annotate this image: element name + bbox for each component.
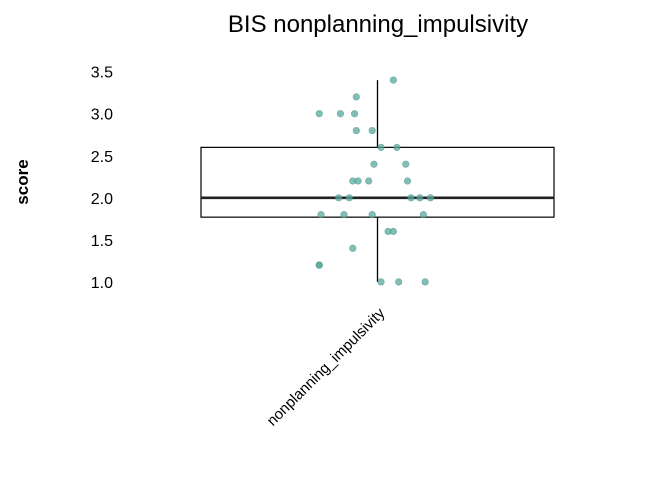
data-point	[345, 194, 353, 202]
y-tick-label: 2.0	[91, 191, 113, 208]
data-point	[368, 126, 376, 135]
data-point	[421, 278, 429, 286]
chart-title: BIS nonplanning_impulsivity	[228, 11, 528, 38]
data-point	[377, 278, 385, 286]
y-tick-label: 2.5	[91, 149, 113, 166]
data-point	[315, 110, 323, 118]
data-point	[407, 194, 415, 202]
data-point	[393, 143, 401, 151]
data-point	[352, 93, 360, 101]
y-tick-label: 3.5	[91, 65, 113, 82]
data-point	[426, 194, 435, 202]
data-point	[370, 160, 378, 168]
data-point	[336, 110, 345, 118]
data-point	[403, 177, 412, 185]
y-axis-label: score	[13, 159, 32, 204]
data-point	[402, 160, 410, 168]
y-axis-ticks: 1.0 1.5 2.0 2.5 3.0 3.5	[91, 65, 113, 292]
data-point	[354, 177, 362, 185]
data-point	[350, 110, 359, 118]
data-point	[368, 211, 376, 219]
data-point	[349, 244, 357, 252]
data-point	[315, 261, 323, 269]
x-axis-ticks: nonplanning_impulsivity	[264, 304, 389, 429]
data-point	[352, 126, 360, 135]
y-tick-label: 3.0	[91, 107, 113, 124]
data-point	[389, 76, 397, 84]
data-point	[335, 194, 343, 202]
data-point	[365, 177, 373, 185]
data-point	[416, 194, 424, 202]
data-point	[419, 211, 427, 219]
data-point	[377, 143, 385, 151]
x-tick-label: nonplanning_impulsivity	[264, 304, 389, 429]
y-tick-label: 1.5	[91, 233, 113, 250]
iqr-box	[200, 146, 555, 218]
y-tick-label: 1.0	[91, 275, 113, 292]
data-point	[395, 278, 403, 286]
data-point	[317, 211, 325, 219]
data-point	[340, 211, 348, 219]
plot-area	[200, 76, 555, 286]
data-point	[389, 227, 397, 236]
